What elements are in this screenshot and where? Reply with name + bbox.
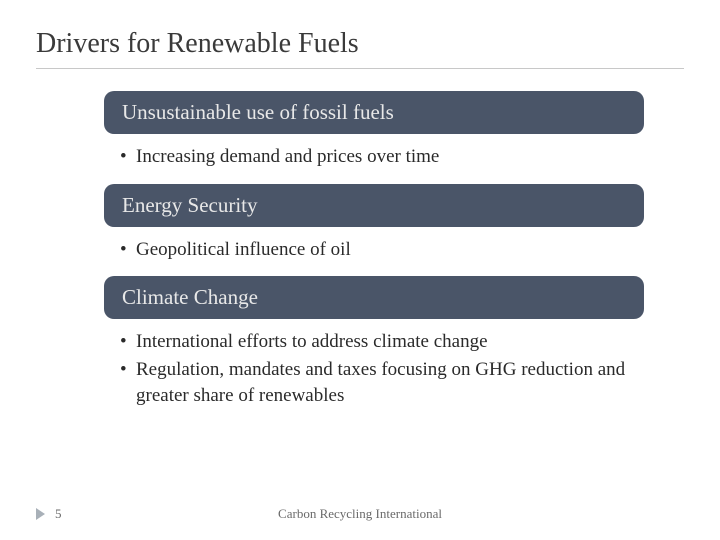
bullet-item: International efforts to address climate… <box>120 329 644 355</box>
bullet-list-1: Increasing demand and prices over time <box>120 144 644 170</box>
triangle-icon <box>36 508 45 520</box>
slide: Drivers for Renewable Fuels Unsustainabl… <box>0 0 720 408</box>
bullet-item: Regulation, mandates and taxes focusing … <box>120 357 644 408</box>
page-number: 5 <box>55 506 62 522</box>
section-header-3: Climate Change <box>104 276 644 319</box>
footer: 5 Carbon Recycling International <box>0 506 720 522</box>
bullet-item: Increasing demand and prices over time <box>120 144 644 170</box>
footer-text: Carbon Recycling International <box>278 506 442 522</box>
page-marker: 5 <box>36 506 62 522</box>
content-area: Unsustainable use of fossil fuels Increa… <box>104 91 644 408</box>
bullet-list-2: Geopolitical influence of oil <box>120 237 644 263</box>
section-header-2: Energy Security <box>104 184 644 227</box>
slide-title: Drivers for Renewable Fuels <box>36 28 684 69</box>
section-header-1: Unsustainable use of fossil fuels <box>104 91 644 134</box>
bullet-item: Geopolitical influence of oil <box>120 237 644 263</box>
bullet-list-3: International efforts to address climate… <box>120 329 644 408</box>
